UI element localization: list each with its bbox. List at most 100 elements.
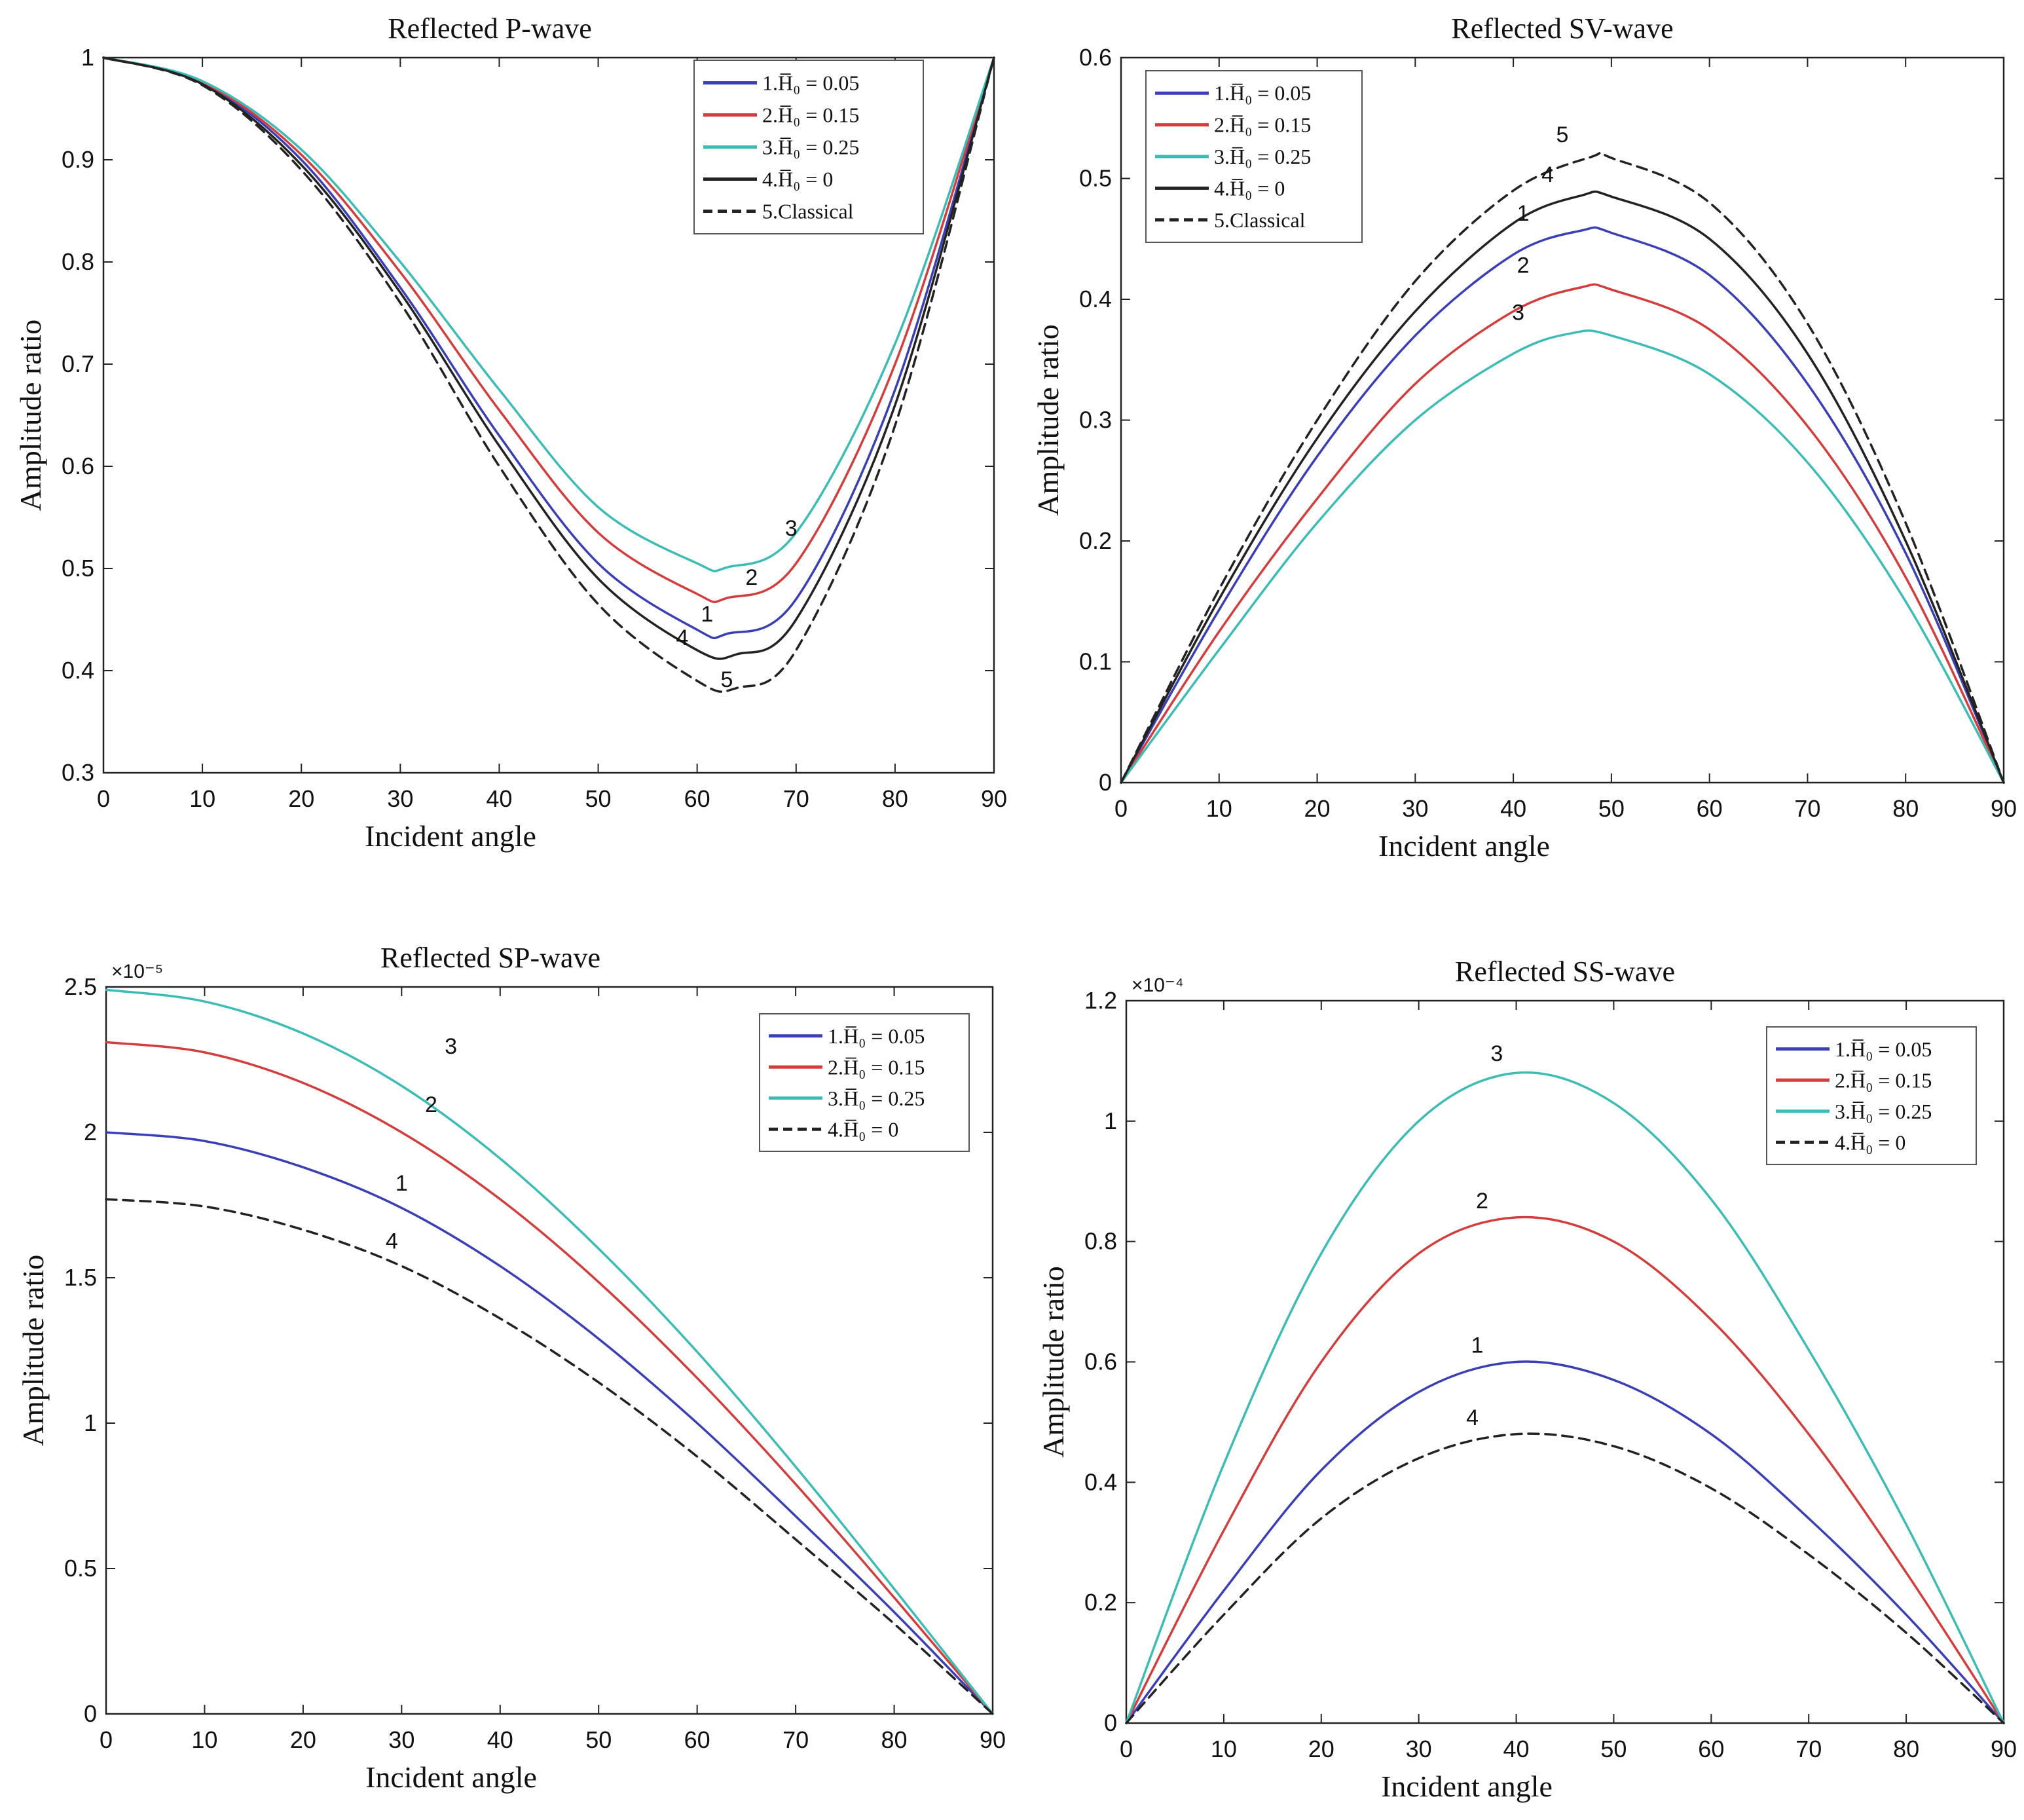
legend: 1.H̅₀ = 0.05 2.H̅₀ = 0.15 3.H̅₀ = 0.25 4.H̅… — [693, 60, 924, 234]
chart-title: Reflected SV-wave — [1451, 12, 1673, 45]
y-tick-label: 1 — [1104, 1107, 1117, 1134]
series-line-2 — [102, 56, 995, 604]
x-tick-labels: 0 10 20 30 40 50 60 70 80 90 — [100, 1726, 1006, 1753]
x-tick-label: 90 — [981, 785, 1007, 812]
curve-label-5: 5 — [1556, 122, 1569, 147]
x-tick-labels: 0 10 20 30 40 50 60 70 80 90 — [97, 785, 1007, 812]
curve-label-3: 3 — [1512, 300, 1524, 325]
legend-entry-5: 5.Classical — [1214, 208, 1306, 232]
y-axis-label: Amplitude ratio — [1031, 324, 1065, 516]
legend-entry-4: 4.H̅₀ = 0 — [1835, 1130, 1905, 1154]
series-line-2 — [1125, 1216, 2005, 1724]
x-tick-label: 10 — [189, 785, 215, 812]
legend-entry-4: 4.H̅₀ = 0 — [762, 168, 833, 191]
x-tick-label: 40 — [1500, 795, 1526, 822]
x-tick-label: 70 — [782, 1726, 809, 1753]
curve-label-4: 4 — [1541, 162, 1554, 187]
curve-labels: 3 2 1 4 — [386, 1034, 457, 1254]
curve-label-4: 4 — [1466, 1405, 1479, 1430]
legend: 1.H̅₀ = 0.05 2.H̅₀ = 0.15 3.H̅₀ = 0.25 4.H̅… — [759, 1013, 970, 1152]
x-tick-label: 90 — [980, 1726, 1006, 1753]
legend-entry-1: 1.H̅₀ = 0.05 — [762, 71, 859, 95]
x-tick-label: 50 — [585, 1726, 612, 1753]
y-tick-label: 0.8 — [62, 248, 94, 275]
x-tick-labels: 0 10 20 30 40 50 60 70 80 90 — [1114, 795, 2017, 822]
series-group — [1125, 1071, 2005, 1724]
axis-exponent-label: ×10⁻⁵ — [111, 961, 163, 982]
y-tick-label: 0.5 — [62, 555, 94, 582]
curve-label-3: 3 — [1490, 1041, 1503, 1066]
y-tick-label: 0 — [84, 1700, 97, 1727]
legend-entry-3: 3.H̅₀ = 0.25 — [828, 1086, 925, 1110]
x-tick-label: 20 — [290, 1726, 316, 1753]
x-tick-label: 80 — [1892, 795, 1919, 822]
curve-label-2: 2 — [745, 565, 758, 590]
y-tick-label: 0.4 — [1084, 1468, 1117, 1495]
series-line-1 — [1120, 226, 2005, 784]
series-line-3 — [1120, 329, 2005, 784]
x-tick-label: 30 — [1406, 1736, 1432, 1762]
curve-label-2: 2 — [1476, 1189, 1488, 1214]
y-tick-label: 0.4 — [62, 657, 94, 684]
y-axis-label: Amplitude ratio — [1037, 1266, 1070, 1458]
series-line-4 — [102, 56, 995, 660]
chart-title: Reflected SS-wave — [1455, 956, 1675, 988]
y-tick-label: 0.6 — [1084, 1348, 1117, 1375]
x-axis-label: Incident angle — [1381, 1770, 1553, 1803]
x-tick-label: 20 — [1304, 795, 1331, 822]
curve-label-3: 3 — [445, 1034, 457, 1059]
x-tick-label: 20 — [288, 785, 314, 812]
panel-sv-wave: 0 10 20 30 40 50 60 70 80 90 0 0.1 0.2 0.3 0.4 0.5 0.6 Re… — [1031, 12, 2017, 863]
legend-entry-3: 3.H̅₀ = 0.25 — [1835, 1100, 1932, 1123]
series-line-3 — [1125, 1071, 2005, 1724]
x-tick-label: 70 — [783, 785, 809, 812]
legend-entry-1: 1.H̅₀ = 0.05 — [828, 1024, 925, 1048]
series-line-1 — [1125, 1360, 2005, 1724]
x-tick-label: 40 — [1503, 1736, 1530, 1762]
chart-title: Reflected SP-wave — [380, 942, 600, 974]
x-tick-label: 70 — [1794, 795, 1820, 822]
x-tick-label: 10 — [191, 1726, 217, 1753]
curve-labels: 3 2 1 4 — [1466, 1041, 1503, 1430]
y-tick-label: 0.4 — [1079, 286, 1112, 312]
legend-entry-2: 2.H̅₀ = 0.15 — [1214, 113, 1311, 137]
axis-exponent-label: ×10⁻⁴ — [1132, 975, 1184, 996]
legend-entry-1: 1.H̅₀ = 0.05 — [1835, 1037, 1932, 1061]
x-tick-label: 0 — [100, 1726, 113, 1753]
x-tick-label: 0 — [1120, 1736, 1133, 1762]
x-tick-label: 40 — [486, 785, 512, 812]
series-line-2 — [105, 1041, 994, 1715]
series-line-5 — [102, 56, 995, 693]
series-line-1 — [105, 1131, 994, 1715]
curve-label-1: 1 — [701, 602, 713, 627]
y-tick-label: 0.3 — [1079, 407, 1112, 434]
x-tick-label: 0 — [1114, 795, 1128, 822]
panel-ss-wave: 0 10 20 30 40 50 60 70 80 90 0 0.2 0.4 0.6 0.8 1 1.2 ×10⁻… — [1037, 956, 2017, 1803]
curve-label-1: 1 — [396, 1171, 408, 1196]
legend: 1.H̅₀ = 0.05 2.H̅₀ = 0.15 3.H̅₀ = 0.25 4.H̅… — [1766, 1026, 1977, 1165]
series-group — [102, 56, 995, 693]
panel-sp-wave: 0 10 20 30 40 50 60 70 80 90 0 0.5 1 1.5 2 2.5 ×10⁻⁵ Refl… — [16, 942, 1006, 1794]
y-tick-label: 2 — [84, 1119, 97, 1145]
legend-entry-2: 2.H̅₀ = 0.15 — [762, 103, 859, 127]
x-axis-label: Incident angle — [1378, 829, 1550, 863]
y-tick-label: 0.1 — [1079, 648, 1112, 675]
series-line-1 — [102, 56, 995, 640]
x-axis-label: Incident angle — [365, 819, 536, 853]
curve-label-3: 3 — [785, 516, 798, 541]
legend-entry-3: 3.H̅₀ = 0.25 — [1214, 145, 1311, 168]
x-tick-label: 90 — [1991, 1736, 2017, 1762]
curve-label-2: 2 — [1517, 253, 1530, 278]
x-tick-label: 30 — [388, 1726, 414, 1753]
y-tick-labels: 0 0.5 1 1.5 2 2.5 — [64, 973, 97, 1727]
y-tick-labels: 0 0.2 0.4 0.6 0.8 1 1.2 — [1084, 987, 1117, 1736]
y-tick-label: 1 — [81, 44, 94, 71]
curve-label-4: 4 — [676, 625, 689, 650]
y-axis-label: Amplitude ratio — [16, 1255, 50, 1447]
y-tick-label: 1.2 — [1084, 987, 1117, 1014]
x-tick-label: 50 — [1600, 1736, 1627, 1762]
panel-p-wave: 0 10 20 30 40 50 60 70 80 90 0.3 0.4 0.5 0.6 0.7 0.8 0.9… — [14, 12, 1007, 853]
y-tick-label: 0.3 — [62, 759, 94, 786]
y-tick-label: 0.5 — [1079, 165, 1112, 192]
